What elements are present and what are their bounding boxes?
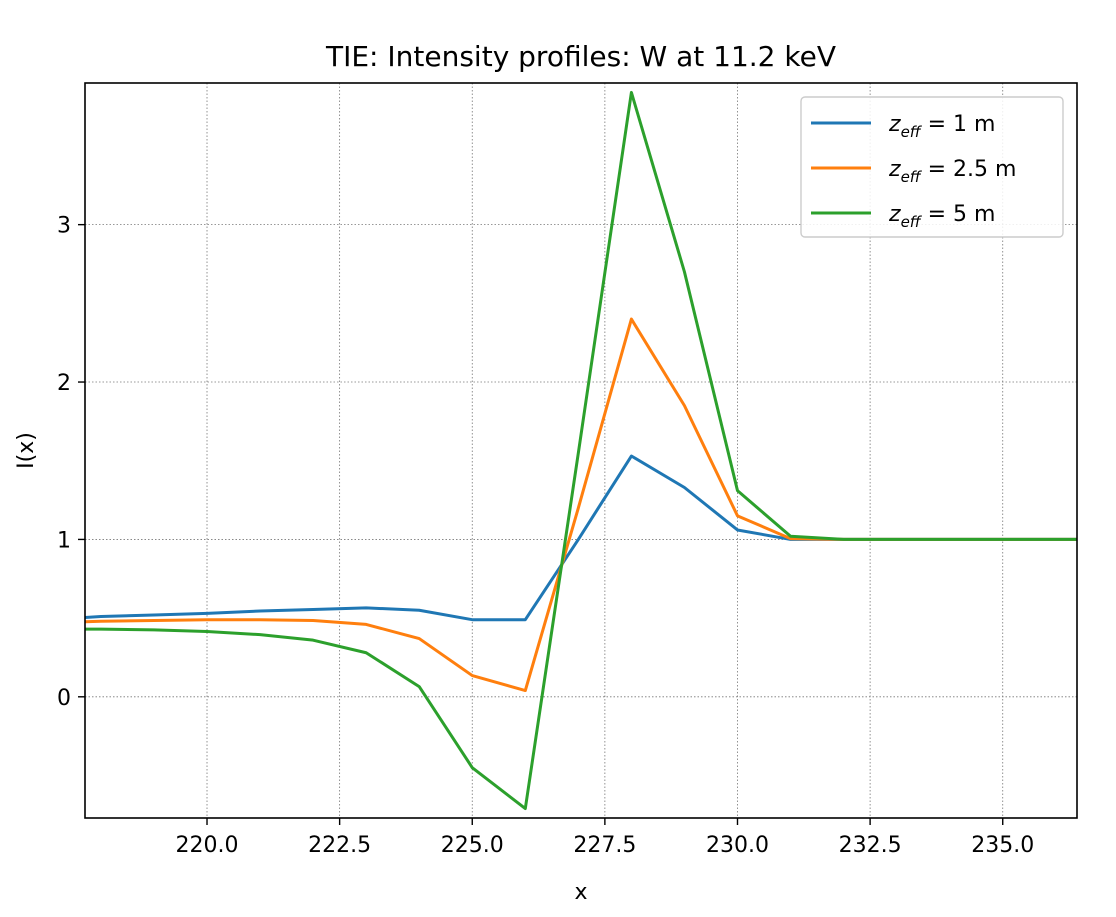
legend-subscript: eff — [901, 123, 923, 141]
x-tick-label: 227.5 — [573, 833, 636, 858]
x-axis-ticks: 220.0 222.5 225.0 227.5 230.0 232.5 235.0 — [176, 818, 1034, 858]
y-tick-label: 0 — [57, 686, 71, 711]
y-tick-label: 1 — [57, 528, 71, 553]
plot-frame — [84, 82, 1078, 819]
legend-symbol: z — [888, 112, 901, 137]
legend-symbol: z — [888, 202, 901, 227]
legend-entry-2: zeff = 5 m — [888, 202, 995, 231]
legend-subscript: eff — [901, 168, 923, 186]
x-tick-label: 222.5 — [308, 833, 371, 858]
series-line-2 — [85, 90, 1077, 811]
legend-label: = 1 m — [921, 112, 996, 137]
legend-label: = 5 m — [921, 202, 996, 227]
chart-title: TIE: Intensity profiles: W at 11.2 keV — [325, 40, 836, 73]
y-tick-label: 2 — [57, 371, 71, 396]
x-tick-label: 225.0 — [441, 833, 504, 858]
x-tick-label: 232.5 — [839, 833, 902, 858]
legend-box — [800, 96, 1064, 238]
legend-entry-1: zeff = 2.5 m — [888, 157, 1016, 186]
y-axis-ticks: 0 1 2 3 — [57, 214, 85, 711]
y-axis-label: I(x) — [14, 432, 39, 469]
x-axis-label: x — [574, 880, 587, 905]
legend-subscript: eff — [901, 213, 923, 231]
y-tick-label: 3 — [57, 214, 71, 239]
x-tick-label: 230.0 — [706, 833, 769, 858]
legend-symbol: z — [888, 157, 901, 182]
data-lines — [85, 90, 1077, 811]
x-tick-label: 220.0 — [176, 833, 239, 858]
legend-label: = 2.5 m — [921, 157, 1017, 182]
x-tick-label: 235.0 — [971, 833, 1034, 858]
legend-entry-0: zeff = 1 m — [888, 112, 995, 141]
